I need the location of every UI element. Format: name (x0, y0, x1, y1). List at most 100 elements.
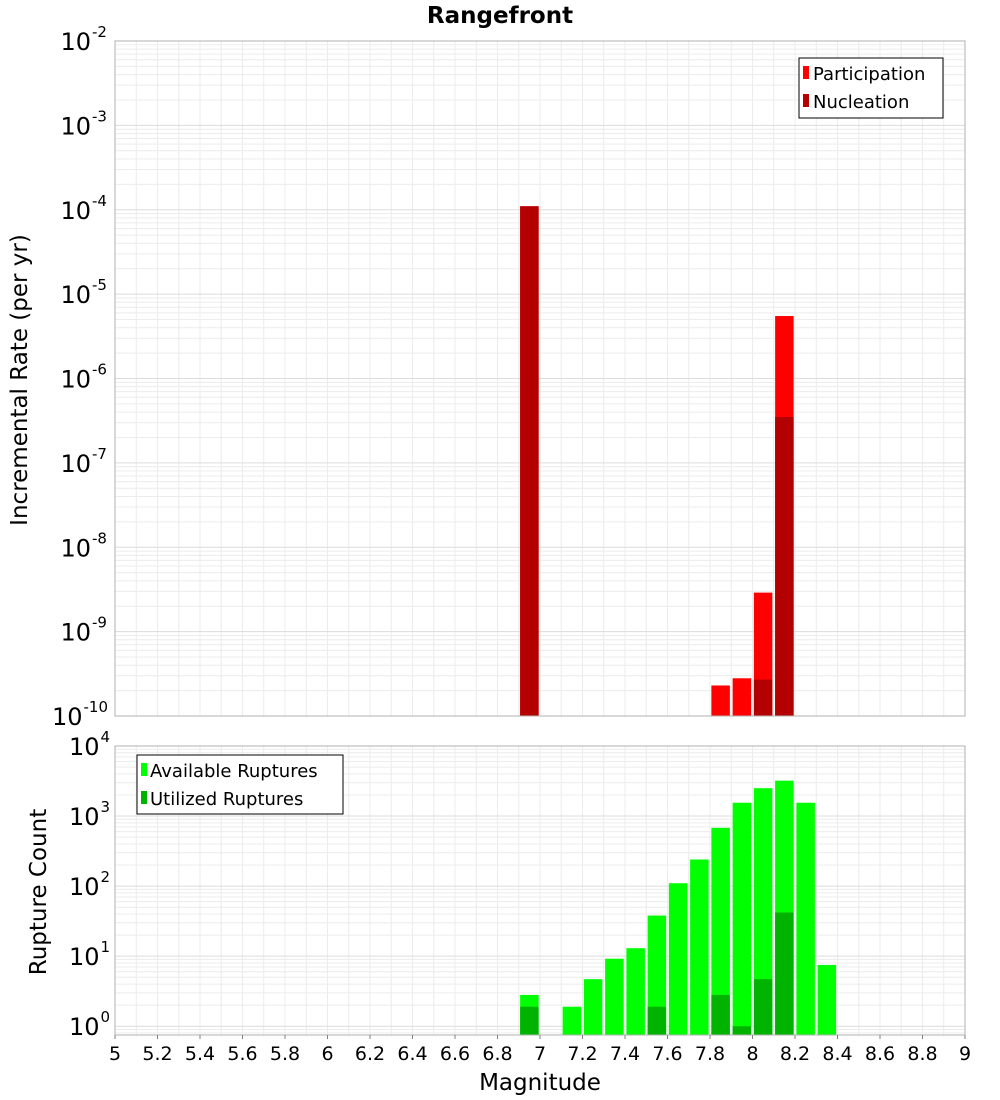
x-tick-label: 5.6 (227, 1043, 257, 1065)
x-tick-label: 8 (746, 1043, 758, 1065)
x-tick-label: 5.8 (270, 1043, 300, 1065)
nucleation-bar (520, 206, 539, 716)
tick-base: 10 (60, 281, 91, 309)
tick-base: 10 (60, 534, 91, 562)
legend-label-utilized: Utilized Ruptures (150, 789, 303, 810)
legend-box-top (798, 57, 944, 119)
legend-box-bottom (136, 754, 344, 815)
tick-exponent: -2 (92, 23, 107, 41)
available-ruptures-bar (817, 964, 837, 1035)
tick-base: 10 (60, 619, 91, 647)
tick-base: 10 (69, 733, 100, 761)
utilized-ruptures-bar (753, 979, 773, 1035)
x-tick-label: 6.4 (397, 1043, 427, 1065)
tick-exponent: 0 (101, 1008, 111, 1026)
legend-swatch-participation (803, 66, 809, 79)
y-tick-label: 10 -8 (60, 529, 107, 562)
y-axis-label-top: Incremental Rate (per yr) (7, 234, 33, 526)
y-tick-label: 10 -5 (60, 276, 107, 309)
y-tick-label: 10 4 (69, 728, 110, 761)
y-ticks-top: 10-210-310-410-510-610-710-810-910-10 (52, 23, 108, 731)
chart-title: Rangefront (427, 3, 573, 29)
nucleation-bar (775, 416, 794, 716)
nucleation-bar (753, 679, 773, 716)
tick-base: 10 (69, 803, 100, 831)
tick-base: 10 (60, 28, 91, 56)
x-tick-label: 8.8 (907, 1043, 937, 1065)
available-ruptures-bar (562, 1006, 582, 1035)
x-tick-label: 7.2 (567, 1043, 597, 1065)
tick-exponent: -7 (92, 445, 107, 463)
y-tick-label: 10 -6 (60, 361, 107, 394)
x-tick-label: 7 (534, 1043, 546, 1065)
legend-swatch-nucleation (803, 94, 809, 107)
utilized-ruptures-bar (520, 1006, 539, 1035)
participation-plot: 10-210-310-410-510-610-710-810-910-10 In… (7, 23, 966, 731)
y-tick-label: 10 -9 (60, 614, 107, 647)
tick-exponent: -9 (92, 614, 107, 632)
x-tick-label: 5 (109, 1043, 121, 1065)
available-ruptures-bar (796, 802, 815, 1035)
available-ruptures-bar (732, 802, 752, 1035)
utilized-ruptures-bar (647, 1006, 667, 1035)
tick-exponent: -8 (92, 529, 107, 547)
x-tick-label: 6.8 (482, 1043, 512, 1065)
grid-top (114, 41, 966, 717)
tick-exponent: -3 (92, 107, 107, 125)
utilized-ruptures-bar (775, 912, 794, 1035)
y-tick-label: 10 1 (69, 938, 110, 971)
available-ruptures-bar (690, 859, 709, 1035)
x-tick-label: 6.2 (355, 1043, 385, 1065)
tick-base: 10 (60, 197, 91, 225)
participation-bar (732, 678, 752, 716)
y-tick-label: 10 3 (69, 798, 110, 831)
available-ruptures-bar (583, 979, 603, 1035)
available-ruptures-bar (647, 915, 667, 1035)
available-ruptures-bar (626, 948, 645, 1035)
plot-frame-top (114, 40, 966, 717)
tick-exponent: -5 (92, 276, 107, 294)
tick-base: 10 (69, 943, 100, 971)
tick-base: 10 (69, 1013, 100, 1041)
tick-base: 10 (52, 703, 83, 731)
x-tick-label: 8.6 (865, 1043, 895, 1065)
legend-bottom: Available Ruptures Utilized Ruptures (136, 754, 344, 815)
x-tick-label: 6.6 (440, 1043, 470, 1065)
bars-bottom (520, 780, 837, 1035)
legend-top: Participation Nucleation (798, 57, 944, 119)
y-tick-label: 10 -2 (60, 23, 107, 56)
tick-base: 10 (60, 112, 91, 140)
x-tick-label: 8.2 (780, 1043, 810, 1065)
x-tick-label: 5.4 (185, 1043, 215, 1065)
available-ruptures-bar (668, 883, 688, 1035)
legend-label-nucleation: Nucleation (813, 92, 909, 113)
tick-base: 10 (60, 366, 91, 394)
legend-swatch-utilized (141, 791, 147, 804)
utilized-ruptures-bar (711, 994, 730, 1035)
bars-top (520, 206, 794, 716)
y-tick-label: 10 0 (69, 1008, 110, 1041)
x-tick-label: 7.4 (610, 1043, 640, 1065)
y-tick-label: 10 -7 (60, 445, 107, 478)
tick-base: 10 (60, 450, 91, 478)
x-tick-label: 7.8 (695, 1043, 725, 1065)
tick-exponent: -6 (92, 361, 107, 379)
tick-exponent: -4 (92, 192, 107, 210)
tick-exponent: 4 (101, 728, 111, 746)
x-tick-label: 8.4 (822, 1043, 852, 1065)
available-ruptures-bar (711, 827, 730, 1035)
available-ruptures-bar (605, 958, 624, 1035)
tick-exponent: -10 (84, 698, 109, 716)
y-tick-label: 10 -10 (52, 698, 108, 731)
y-tick-label: 10 2 (69, 868, 110, 901)
tick-exponent: 3 (101, 798, 111, 816)
x-tick-label: 5.2 (142, 1043, 172, 1065)
x-axis-label: Magnitude (479, 1070, 601, 1096)
x-ticks: 5 5.2 5.4 5.6 5.8 6 6.2 6.4 6.6 6.8 7 7.2 7.4 7.6 7.8 8… (109, 1035, 971, 1065)
y-tick-label: 10 -4 (60, 192, 107, 225)
participation-bar (711, 685, 730, 716)
y-tick-label: 10 -3 (60, 107, 107, 140)
